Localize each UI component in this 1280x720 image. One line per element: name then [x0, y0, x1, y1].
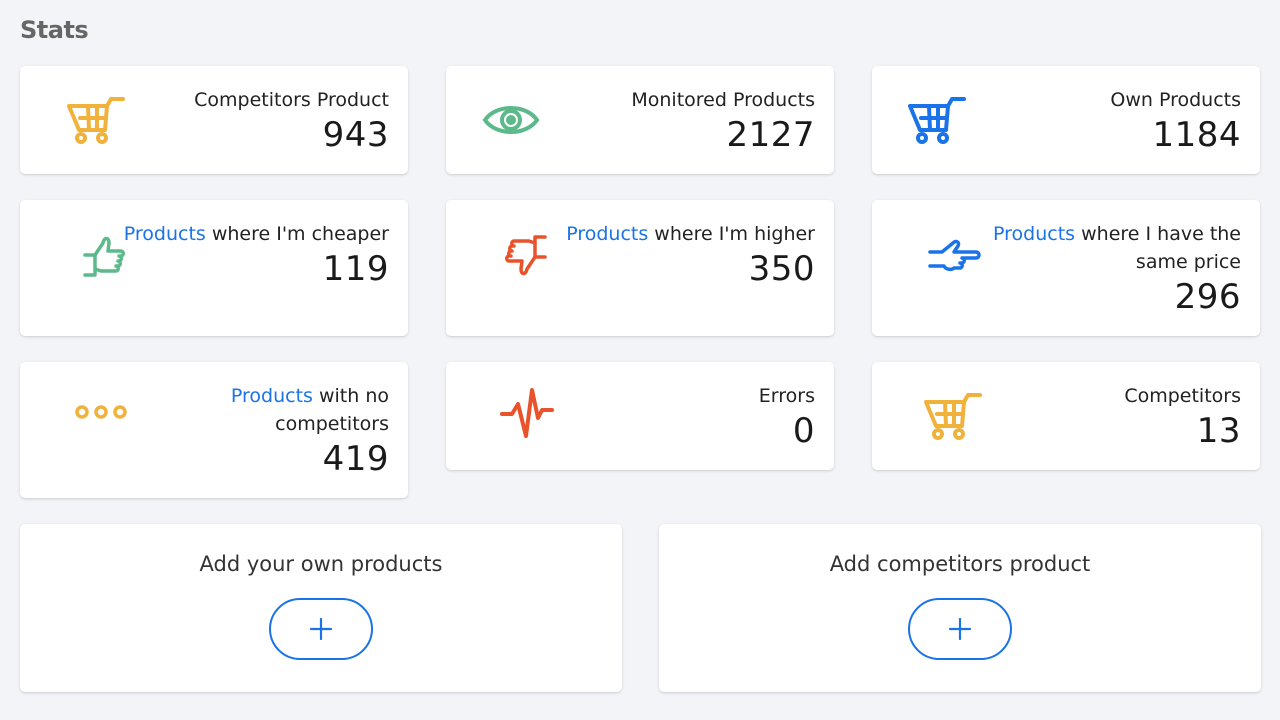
stat-card-no-competitors[interactable]: Products with no competitors 419	[20, 362, 408, 498]
add-own-products-title: Add your own products	[199, 552, 443, 576]
stat-value: 2127	[726, 115, 815, 155]
stat-text: Own Products 1184	[1110, 86, 1241, 156]
stat-label: Products where I'm cheaper	[119, 220, 389, 248]
stat-label-text: Errors	[758, 385, 815, 407]
stat-label-text: where I have the same price	[1075, 223, 1241, 273]
stat-label: Products with no competitors	[119, 382, 389, 438]
stat-text: Competitors 13	[1124, 382, 1241, 452]
stat-label: Products where I have the same price	[971, 220, 1241, 276]
stat-label-text: Monitored Products	[631, 89, 815, 111]
cart-icon	[924, 388, 982, 444]
add-competitors-product-title: Add competitors product	[829, 552, 1091, 576]
stat-card-monitored-products[interactable]: Monitored Products 2127	[446, 66, 834, 174]
stat-label-text: Competitors	[1124, 385, 1241, 407]
stat-card-higher[interactable]: Products where I'm higher 350	[446, 200, 834, 336]
stat-card-competitors[interactable]: Competitors 13	[872, 362, 1260, 470]
cart-icon	[56, 92, 136, 148]
stat-label-link[interactable]: Products	[566, 223, 649, 245]
pointing-hand-icon	[924, 230, 984, 282]
stat-label-link[interactable]: Products	[993, 223, 1076, 245]
stat-label-text: Own Products	[1110, 89, 1241, 111]
thumbs-down-icon	[498, 230, 554, 282]
stat-label: Own Products	[1110, 86, 1241, 114]
stat-text: Products where I'm higher 350	[545, 220, 815, 290]
stat-value: 0	[792, 411, 815, 451]
stat-label: Competitors	[1124, 382, 1241, 410]
stat-text: Monitored Products 2127	[631, 86, 815, 156]
stat-value: 119	[322, 249, 389, 289]
stat-label-text: Competitors Product	[194, 89, 389, 111]
pulse-icon	[496, 384, 558, 440]
page-title: Stats	[20, 16, 89, 44]
stat-value: 13	[1196, 411, 1241, 451]
stat-text: Competitors Product 943	[194, 86, 389, 156]
plus-icon	[310, 618, 332, 640]
stat-label: Competitors Product	[194, 86, 389, 114]
eye-icon	[482, 92, 540, 148]
stat-value: 419	[322, 439, 389, 479]
stat-label-link[interactable]: Products	[123, 223, 206, 245]
cart-icon	[908, 92, 966, 148]
stat-text: Products where I'm cheaper 119	[119, 220, 389, 290]
stat-text: Products where I have the same price 296	[971, 220, 1241, 318]
stat-label-link[interactable]: Products	[230, 385, 313, 407]
stat-value: 943	[322, 115, 389, 155]
stat-label-text: where I'm higher	[648, 223, 815, 245]
stat-value: 1184	[1152, 115, 1241, 155]
stat-value: 296	[1174, 277, 1241, 317]
thumbs-up-icon	[76, 230, 132, 282]
stat-label: Errors	[759, 382, 815, 410]
more-dots-icon	[68, 392, 134, 432]
stat-value: 350	[748, 249, 815, 289]
stat-label-text: with no competitors	[275, 385, 389, 435]
add-competitors-product-button[interactable]	[908, 598, 1012, 660]
stat-card-same-price[interactable]: Products where I have the same price 296	[872, 200, 1260, 336]
stat-label: Products where I'm higher	[545, 220, 815, 248]
stat-card-competitors-product[interactable]: Competitors Product 943	[20, 66, 408, 174]
add-competitors-product-card: Add competitors product	[659, 524, 1261, 692]
stat-label-text: where I'm cheaper	[205, 223, 389, 245]
stat-card-own-products[interactable]: Own Products 1184	[872, 66, 1260, 174]
plus-icon	[949, 618, 971, 640]
stat-card-errors[interactable]: Errors 0	[446, 362, 834, 470]
add-own-products-card: Add your own products	[20, 524, 622, 692]
stat-text: Products with no competitors 419	[119, 382, 389, 480]
stat-text: Errors 0	[759, 382, 815, 452]
stat-label: Monitored Products	[631, 86, 815, 114]
add-own-products-button[interactable]	[269, 598, 373, 660]
stat-card-cheaper[interactable]: Products where I'm cheaper 119	[20, 200, 408, 336]
